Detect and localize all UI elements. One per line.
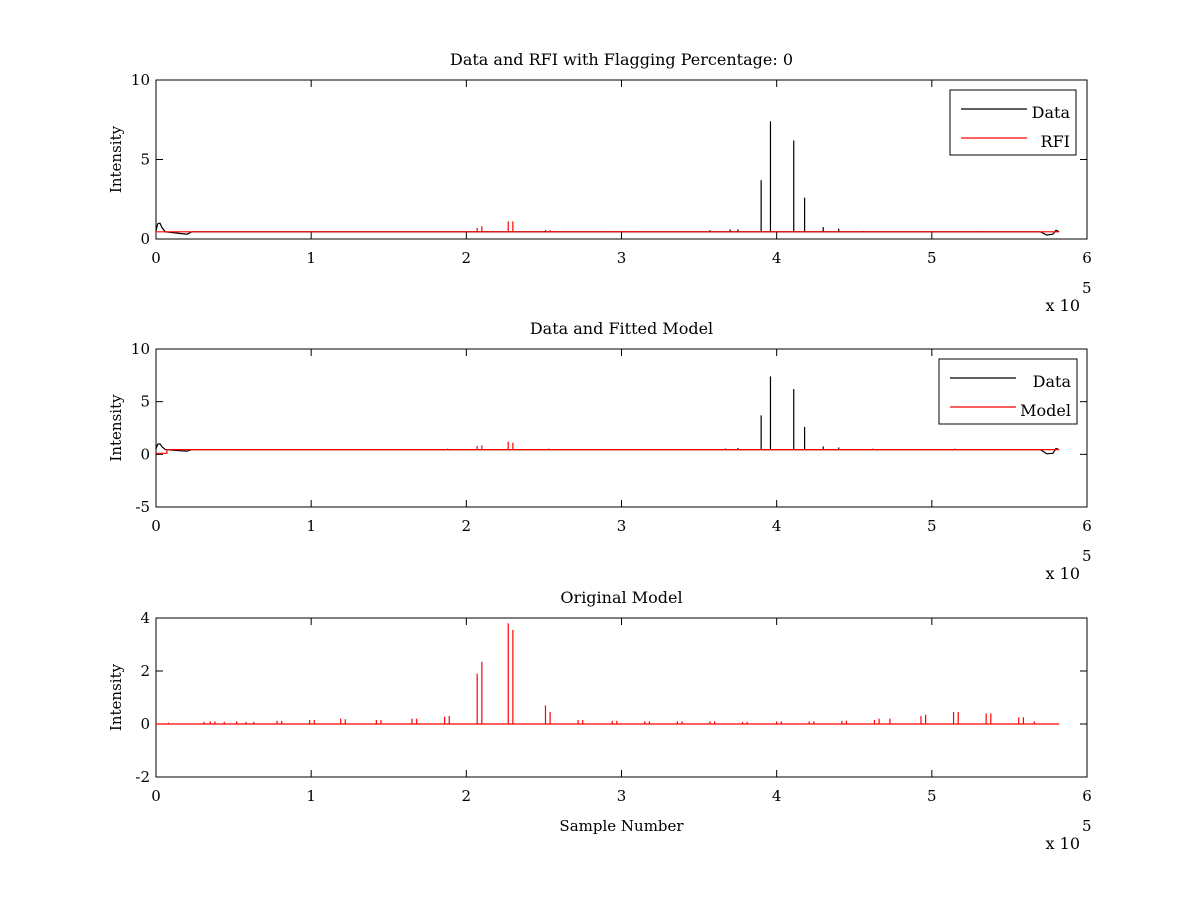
y-axis-label: Intensity <box>107 394 125 462</box>
x-tick-label: 0 <box>151 517 161 535</box>
y-tick-label: -5 <box>135 498 150 516</box>
legend-label: Model <box>1020 401 1071 420</box>
x-tick-label: 4 <box>772 787 782 805</box>
x-tick-label: 1 <box>306 787 316 805</box>
x-tick-label: 6 <box>1082 787 1092 805</box>
x-tick-label: 6 <box>1082 517 1092 535</box>
x-tick-label: 4 <box>772 517 782 535</box>
x-tick-label: 0 <box>151 787 161 805</box>
x-multiplier-label: x 10 <box>1046 296 1080 315</box>
series-model <box>156 441 1060 454</box>
series-data <box>155 376 1060 455</box>
x-tick-label: 1 <box>306 517 316 535</box>
x-tick-label: 0 <box>151 249 161 267</box>
legend: Data RFI <box>949 89 1077 156</box>
x-tick-label: 5 <box>927 249 937 267</box>
legend-label: Data <box>1032 103 1071 122</box>
x-multiplier-label: x 10 <box>1046 564 1080 583</box>
y-tick-label: 5 <box>140 151 150 169</box>
x-tick-label: 6 <box>1082 249 1092 267</box>
legend-label: Data <box>1033 372 1072 391</box>
x-tick-label: 2 <box>462 517 472 535</box>
y-tick-label: 5 <box>140 393 150 411</box>
x-tick-label: 3 <box>617 249 627 267</box>
x-tick-label: 4 <box>772 249 782 267</box>
legend-label: RFI <box>1041 132 1070 151</box>
x-tick-label: 5 <box>927 787 937 805</box>
legend: Data Model <box>938 358 1078 425</box>
y-tick-label: 2 <box>140 662 150 680</box>
series-rfi <box>156 221 1060 233</box>
y-axis-label: Intensity <box>107 125 125 193</box>
x-multiplier-label: x 10 <box>1046 834 1080 853</box>
x-tick-label: 2 <box>462 249 472 267</box>
legend-box <box>949 89 1077 156</box>
y-tick-label: 0 <box>140 715 150 733</box>
x-exponent-label: 5 <box>1082 547 1092 565</box>
series-line <box>155 222 1060 236</box>
subplot-title: Data and Fitted Model <box>530 319 713 338</box>
axes-frame <box>155 79 1088 240</box>
x-tick-label: 3 <box>617 517 627 535</box>
y-tick-label: 10 <box>131 340 150 358</box>
legend-box <box>938 358 1078 425</box>
series-line <box>155 443 1060 455</box>
x-axis-label: Sample Number <box>559 817 684 835</box>
subplot-title: Data and RFI with Flagging Percentage: 0 <box>450 50 793 69</box>
y-tick-label: 4 <box>140 609 150 627</box>
x-tick-label: 1 <box>306 249 316 267</box>
y-tick-label: 10 <box>131 71 150 89</box>
y-axis-label: Intensity <box>107 663 125 731</box>
subplot-title: Original Model <box>560 588 682 607</box>
x-tick-label: 5 <box>927 517 937 535</box>
x-tick-label: 2 <box>462 787 472 805</box>
x-tick-label: 3 <box>617 787 627 805</box>
y-tick-label: 0 <box>140 445 150 463</box>
series-data <box>155 121 1060 236</box>
x-exponent-label: 5 <box>1082 817 1092 835</box>
axes-frame <box>155 617 1088 778</box>
series-model <box>156 623 1060 725</box>
y-tick-label: -2 <box>135 768 150 786</box>
series-line <box>156 449 1060 454</box>
subplot-1: Data and RFI with Flagging Percentage: 0… <box>107 50 1092 315</box>
y-tick-label: 0 <box>140 230 150 248</box>
x-exponent-label: 5 <box>1082 279 1092 297</box>
